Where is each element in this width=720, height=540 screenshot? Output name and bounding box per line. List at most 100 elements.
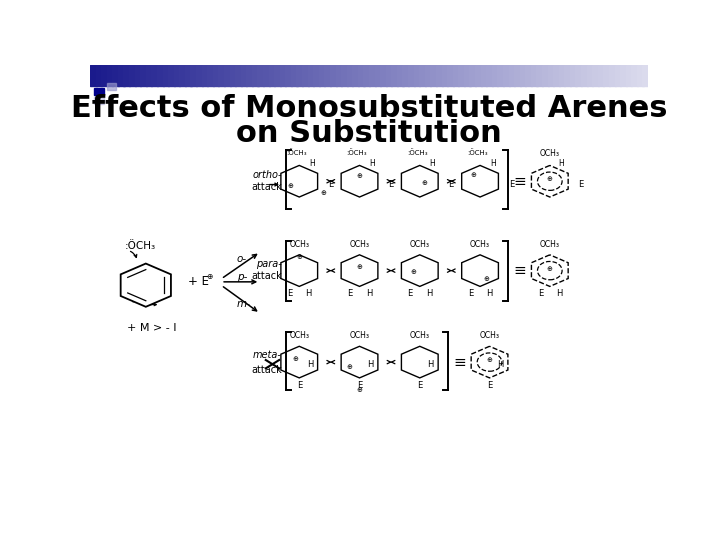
Polygon shape bbox=[462, 255, 498, 286]
Bar bbox=[626, 65, 632, 85]
Text: H: H bbox=[556, 289, 562, 299]
Text: H: H bbox=[309, 159, 315, 168]
Bar bbox=[324, 65, 331, 85]
Bar bbox=[531, 65, 538, 85]
Text: ⊕: ⊕ bbox=[547, 176, 553, 182]
Text: E: E bbox=[468, 289, 473, 299]
Bar bbox=[179, 65, 186, 85]
Text: H: H bbox=[367, 360, 373, 369]
Bar bbox=[140, 65, 147, 85]
Bar bbox=[291, 65, 297, 85]
Text: :ÖCH₃: :ÖCH₃ bbox=[467, 148, 487, 156]
Bar bbox=[258, 65, 264, 85]
Text: OCH₃: OCH₃ bbox=[540, 149, 559, 158]
Text: H: H bbox=[305, 289, 312, 299]
Circle shape bbox=[477, 353, 502, 372]
Bar bbox=[185, 65, 192, 85]
Bar bbox=[107, 65, 114, 85]
Bar bbox=[157, 65, 163, 85]
Bar bbox=[145, 65, 153, 85]
Bar bbox=[307, 65, 315, 85]
Bar bbox=[447, 65, 454, 85]
Text: + M > - I: + M > - I bbox=[127, 323, 176, 333]
Bar bbox=[542, 65, 549, 85]
Bar bbox=[593, 65, 599, 85]
Text: E: E bbox=[417, 381, 423, 390]
Text: ⊕: ⊕ bbox=[288, 183, 294, 189]
Bar bbox=[413, 65, 420, 85]
Text: ≡: ≡ bbox=[454, 355, 467, 369]
Polygon shape bbox=[471, 346, 508, 378]
Bar bbox=[174, 65, 181, 85]
Text: E: E bbox=[408, 289, 413, 299]
Polygon shape bbox=[281, 255, 318, 286]
Circle shape bbox=[538, 172, 562, 191]
Bar bbox=[441, 65, 449, 85]
Text: :ÖCH₃: :ÖCH₃ bbox=[346, 148, 367, 156]
Text: H: H bbox=[487, 289, 492, 299]
Text: H: H bbox=[369, 159, 375, 168]
Bar bbox=[642, 65, 649, 85]
Bar bbox=[302, 65, 309, 85]
Bar bbox=[631, 65, 638, 85]
Text: OCH₃: OCH₃ bbox=[470, 240, 490, 249]
Text: H: H bbox=[497, 360, 503, 369]
Bar bbox=[492, 65, 498, 85]
Text: ⊕: ⊕ bbox=[321, 190, 327, 196]
Bar bbox=[408, 65, 415, 85]
Text: ⊕: ⊕ bbox=[487, 357, 492, 363]
Text: :ÖCH₃: :ÖCH₃ bbox=[407, 148, 427, 156]
Polygon shape bbox=[281, 165, 318, 197]
Bar bbox=[402, 65, 409, 85]
Bar bbox=[514, 65, 521, 85]
Bar bbox=[620, 65, 627, 85]
Bar bbox=[508, 65, 516, 85]
Bar bbox=[168, 65, 175, 85]
Bar bbox=[96, 65, 102, 85]
Bar bbox=[263, 65, 270, 85]
Bar bbox=[218, 65, 225, 85]
Text: ≡: ≡ bbox=[514, 263, 526, 278]
Text: E: E bbox=[538, 289, 543, 299]
Bar bbox=[319, 65, 325, 85]
Bar bbox=[603, 65, 610, 85]
Text: ⊕: ⊕ bbox=[421, 180, 427, 186]
Text: ≡: ≡ bbox=[514, 174, 526, 188]
Polygon shape bbox=[341, 346, 378, 378]
Bar bbox=[269, 65, 275, 85]
Text: ⊕: ⊕ bbox=[356, 264, 362, 271]
Text: ⊕: ⊕ bbox=[207, 272, 213, 281]
Bar bbox=[90, 65, 96, 85]
Text: para-: para- bbox=[256, 259, 282, 269]
Bar bbox=[581, 65, 588, 85]
Bar bbox=[598, 65, 605, 85]
Bar bbox=[369, 65, 376, 85]
Text: p-: p- bbox=[237, 272, 247, 282]
Text: ⊕: ⊕ bbox=[410, 269, 416, 275]
Text: OCH₃: OCH₃ bbox=[349, 240, 369, 249]
Bar bbox=[252, 65, 258, 85]
Bar bbox=[419, 65, 426, 85]
Text: H: H bbox=[430, 159, 436, 168]
Circle shape bbox=[538, 261, 562, 280]
Text: ⊕: ⊕ bbox=[547, 266, 553, 272]
Text: ⊕: ⊕ bbox=[356, 173, 362, 179]
Text: :ÖCH₃: :ÖCH₃ bbox=[287, 148, 307, 156]
Bar bbox=[94, 87, 104, 95]
Bar bbox=[135, 65, 141, 85]
Text: ⊕: ⊕ bbox=[297, 254, 302, 260]
Bar bbox=[94, 97, 104, 104]
Bar bbox=[575, 65, 582, 85]
Text: E: E bbox=[578, 180, 584, 189]
Text: E: E bbox=[297, 381, 302, 390]
Text: attack: attack bbox=[251, 181, 282, 192]
Text: E: E bbox=[508, 180, 514, 189]
Bar bbox=[213, 65, 220, 85]
Bar bbox=[313, 65, 320, 85]
Bar bbox=[520, 65, 526, 85]
Text: E: E bbox=[347, 289, 353, 299]
Polygon shape bbox=[402, 255, 438, 286]
Text: E: E bbox=[449, 180, 454, 189]
Bar bbox=[240, 65, 248, 85]
Text: H: H bbox=[427, 360, 433, 369]
